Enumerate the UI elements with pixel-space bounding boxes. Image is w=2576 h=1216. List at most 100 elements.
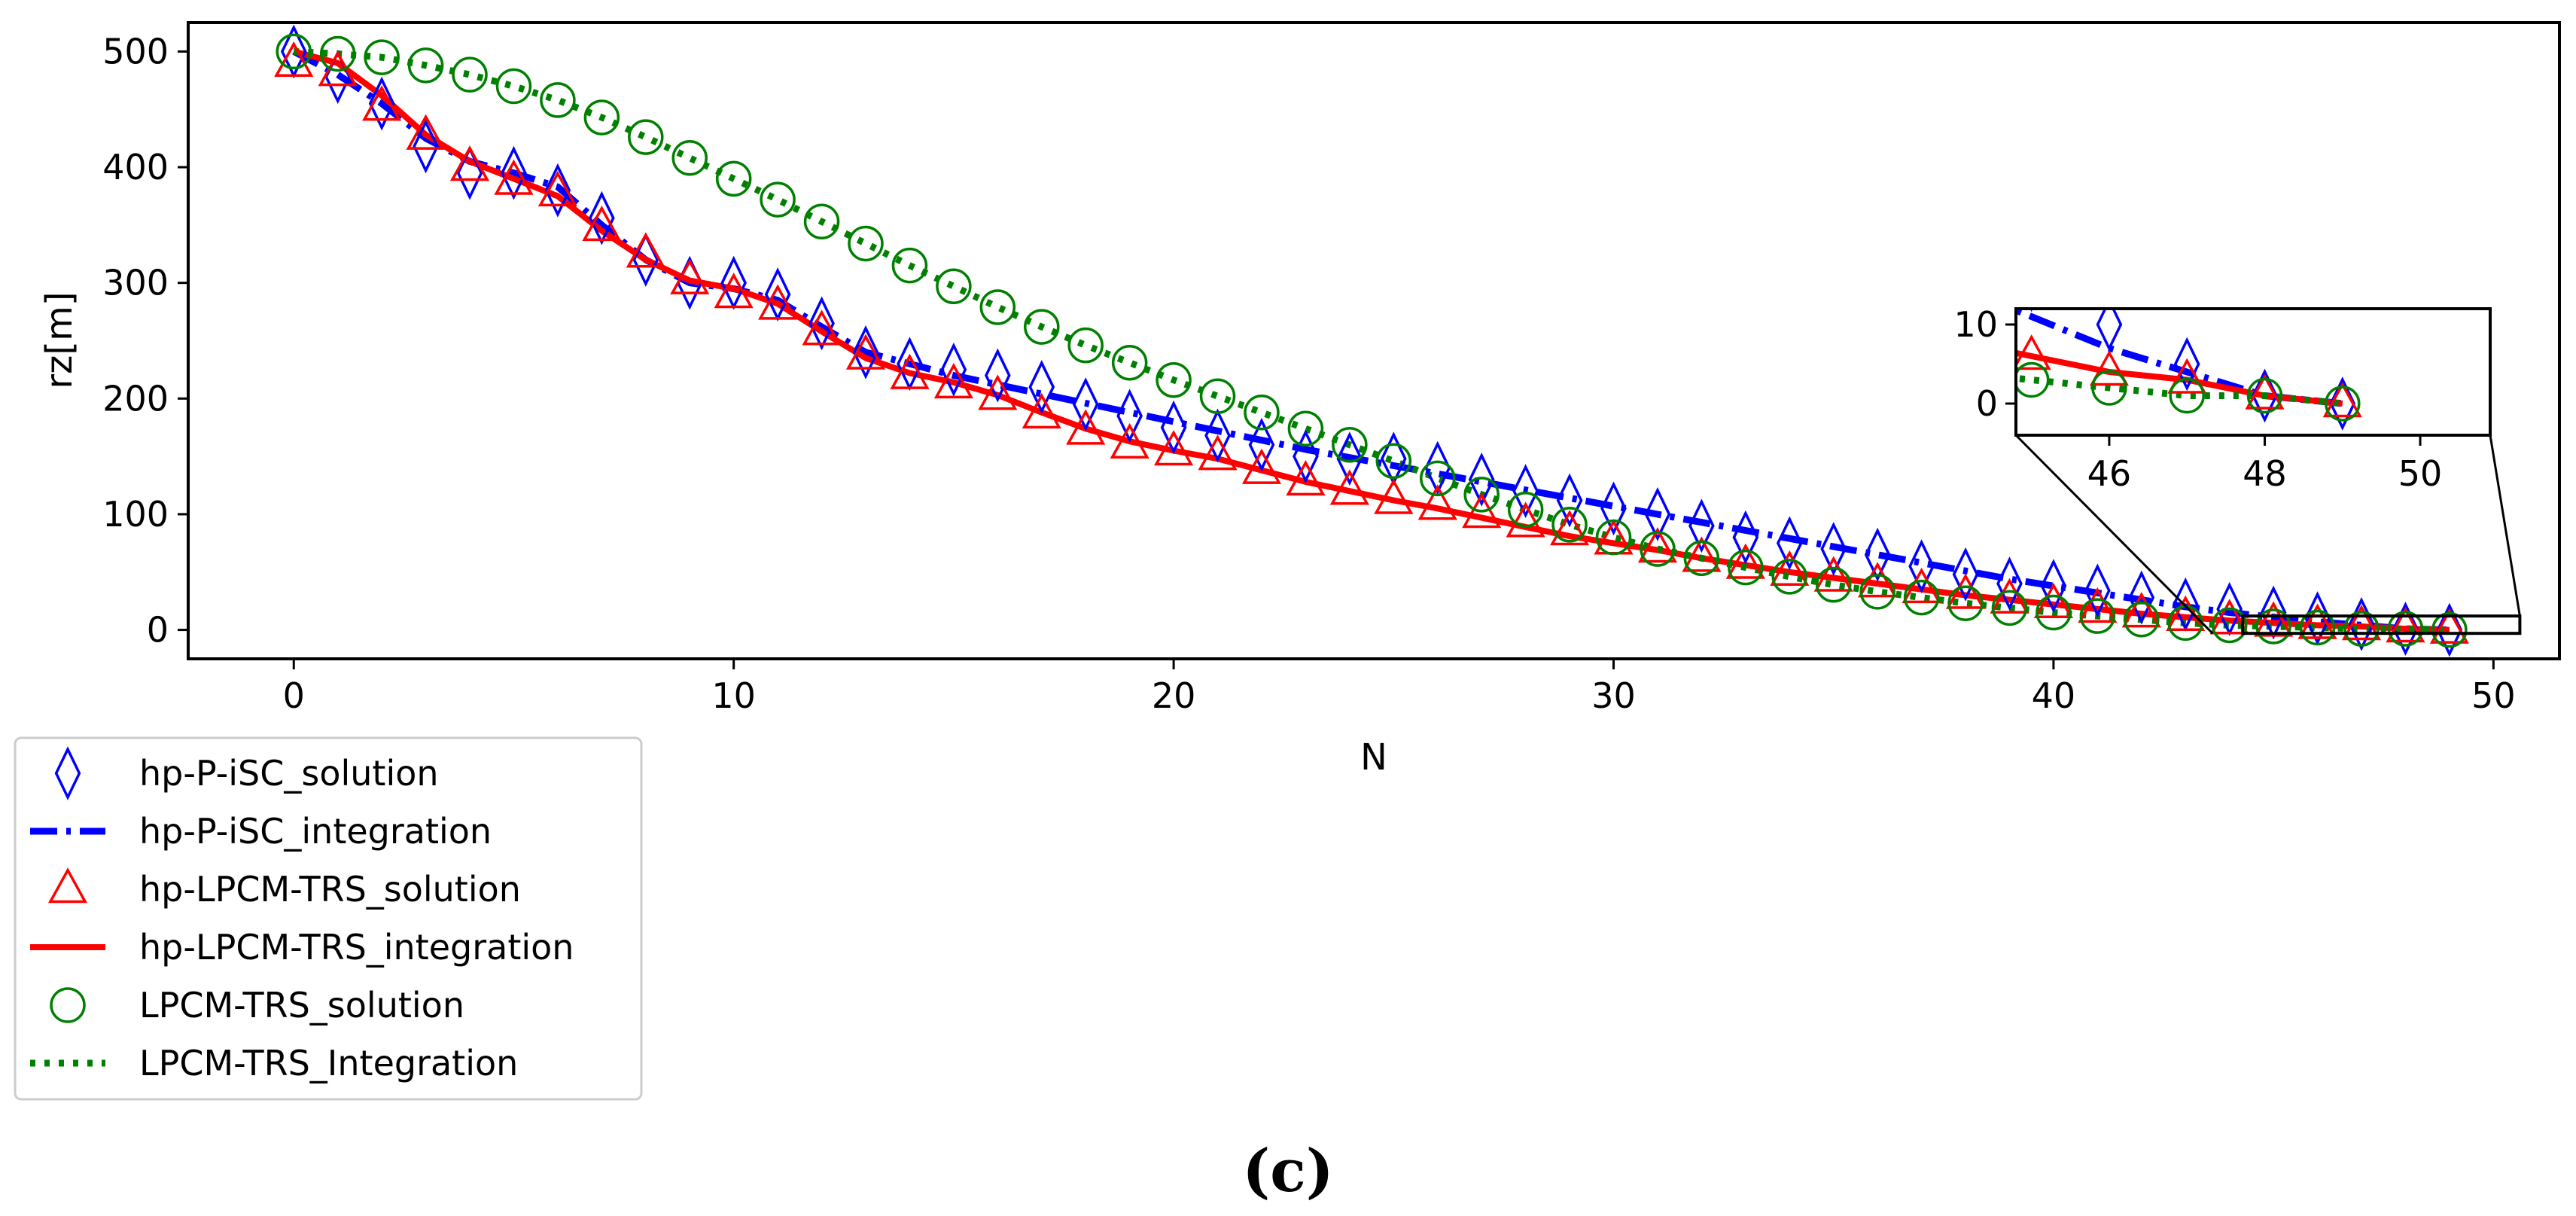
data-point	[845, 334, 886, 370]
data-point	[1551, 507, 1588, 543]
data-point	[2429, 608, 2469, 644]
data-point	[2386, 607, 2425, 643]
inset-data-point	[2246, 377, 2283, 414]
inset-x-tick-label: 48	[2243, 453, 2287, 494]
inset-x-tick-label: 50	[2398, 453, 2443, 494]
data-point	[714, 273, 754, 309]
data-point	[1947, 585, 1984, 622]
inset-data-point	[2089, 350, 2130, 386]
main-zoom-region	[2241, 614, 2522, 635]
legend-label: hp-LPCM-TRS_solution	[139, 869, 521, 910]
legend-marker	[50, 987, 86, 1023]
data-point	[2124, 602, 2160, 638]
data-point	[2254, 601, 2294, 637]
data-point	[2078, 587, 2118, 623]
inset-data-point	[2091, 370, 2127, 406]
inset-series	[2016, 309, 2362, 431]
data-point	[1204, 408, 1231, 463]
data-point	[852, 325, 879, 379]
data-point	[1067, 327, 1104, 364]
x-tick-label: 10	[711, 675, 756, 716]
inset-data-point	[2325, 386, 2361, 422]
data-point	[2128, 570, 2155, 625]
plot-frame	[187, 21, 2561, 660]
x-tick-label: 40	[2032, 675, 2076, 716]
data-point	[2299, 609, 2336, 646]
inset-data-point	[2096, 309, 2123, 352]
inset-data-point	[2245, 373, 2285, 410]
data-point	[2304, 591, 2331, 646]
legend-label: hp-LPCM-TRS_integration	[139, 927, 574, 968]
legend-frame	[14, 736, 643, 1101]
data-point	[2297, 603, 2337, 639]
data-point	[2387, 611, 2424, 647]
data-point	[1116, 389, 1143, 443]
y-tick-label: 500	[102, 31, 169, 72]
inset-data-point	[2167, 358, 2207, 394]
data-point	[1512, 464, 1539, 519]
data-point	[364, 39, 400, 75]
data-point	[1771, 559, 1808, 595]
y-tick-label: 200	[102, 378, 169, 419]
main-series	[274, 24, 2469, 657]
data-point	[276, 33, 312, 70]
data-point	[1111, 344, 1148, 381]
data-point	[537, 170, 577, 207]
data-point	[1024, 309, 1060, 345]
data-point	[1462, 492, 1502, 529]
y-axis-label: rz[m]	[38, 291, 81, 389]
inset-data-point	[2016, 334, 2051, 370]
data-point	[1199, 378, 1236, 414]
data-point	[1996, 556, 2023, 611]
data-point	[1468, 452, 1495, 507]
data-point	[1332, 427, 1368, 463]
data-point	[2040, 559, 2067, 614]
data-point	[1506, 501, 1545, 538]
data-point	[1556, 473, 1583, 528]
inset-data-point	[2173, 337, 2200, 392]
legend: hp-P-iSC_solution hp-P-iSC_integration hp-…	[14, 736, 643, 1101]
data-point	[544, 163, 571, 218]
connector-line	[2489, 434, 2521, 617]
legend-label: hp-P-iSC_integration	[139, 811, 492, 852]
inset-y-tick-label: 10	[1953, 304, 1998, 345]
data-point	[2431, 611, 2468, 648]
data-point	[1640, 531, 1676, 567]
data-point	[540, 82, 576, 118]
data-point	[1375, 443, 1412, 480]
data-point	[582, 206, 622, 242]
data-point	[1908, 539, 1935, 594]
data-point	[1287, 410, 1324, 447]
data-point	[2255, 608, 2291, 645]
data-point	[1424, 440, 1451, 495]
data-point	[1732, 510, 1759, 565]
data-point	[1644, 487, 1671, 541]
data-point	[936, 268, 972, 305]
data-point	[274, 41, 314, 78]
data-point	[501, 145, 527, 200]
data-point	[848, 225, 884, 262]
data-point	[1815, 566, 1852, 603]
data-point	[2211, 607, 2248, 644]
legend-label: LPCM-TRS_Integration	[139, 1043, 518, 1083]
data-point	[1595, 519, 1632, 556]
data-point	[494, 159, 534, 195]
data-point	[1417, 484, 1457, 520]
data-point	[984, 348, 1011, 403]
data-point	[1903, 579, 1940, 616]
data-point	[1293, 429, 1319, 484]
data-point	[978, 374, 1018, 410]
series-line	[293, 48, 2450, 633]
inset-connectors	[2014, 434, 2521, 635]
data-point	[456, 145, 483, 200]
data-point	[803, 203, 840, 240]
data-point	[1198, 434, 1238, 471]
inset-data-point	[2322, 382, 2362, 418]
y-tick-label: 400	[102, 147, 169, 187]
x-tick-label: 20	[1152, 675, 1196, 716]
data-point	[1154, 430, 1194, 466]
data-point	[1248, 417, 1275, 472]
data-point	[671, 140, 708, 176]
